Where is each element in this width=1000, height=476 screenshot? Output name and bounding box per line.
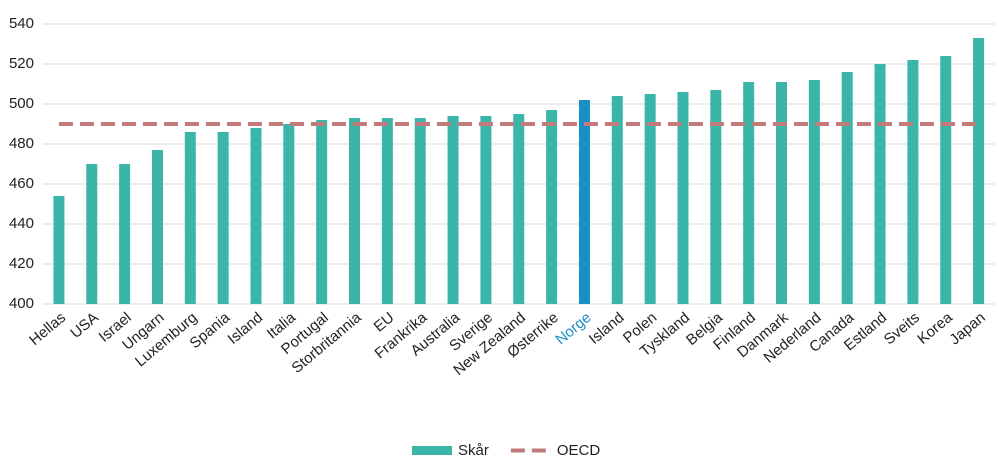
bar [447, 116, 459, 304]
bar [578, 100, 590, 304]
bar [414, 118, 426, 304]
x-tick-label: USA [67, 309, 102, 342]
bar [86, 164, 98, 304]
y-tick-label: 520 [9, 55, 34, 72]
bar [184, 132, 196, 304]
x-tick-label: Island [586, 309, 628, 348]
bar [808, 80, 820, 304]
x-tick-label: Korea [914, 309, 956, 348]
x-tick-label: Japan [946, 309, 988, 348]
y-tick-label: 460 [9, 175, 34, 192]
bar [973, 38, 985, 304]
legend-label: OECD [557, 442, 601, 459]
y-tick-label: 400 [9, 295, 34, 312]
bar [217, 132, 229, 304]
bar [381, 118, 393, 304]
y-tick-label: 480 [9, 135, 34, 152]
x-tick-label: Sveits [881, 309, 923, 348]
y-tick-label: 420 [9, 255, 34, 272]
bar [644, 94, 656, 304]
bar [316, 120, 328, 304]
x-tick-label: Hellas [26, 309, 69, 349]
legend-label: Skår [458, 442, 489, 459]
bar [743, 82, 755, 304]
y-tick-label: 540 [9, 15, 34, 32]
bar [940, 56, 952, 304]
bar [480, 116, 492, 304]
x-tick-label: Norge [552, 309, 594, 348]
bar [907, 60, 919, 304]
x-tick-label: Island [225, 309, 267, 348]
bar [546, 110, 558, 304]
y-tick-label: 440 [9, 215, 34, 232]
bar [776, 82, 788, 304]
bar [53, 196, 65, 304]
bar [874, 64, 886, 304]
bar [677, 92, 689, 304]
bar [513, 114, 525, 304]
bar [710, 90, 722, 304]
bar [283, 124, 295, 304]
legend-swatch [412, 446, 452, 455]
bar [119, 164, 131, 304]
bar [349, 118, 361, 304]
bar [611, 96, 623, 304]
bar [250, 128, 262, 304]
bar [841, 72, 853, 304]
bar [151, 150, 163, 304]
y-tick-label: 500 [9, 95, 34, 112]
